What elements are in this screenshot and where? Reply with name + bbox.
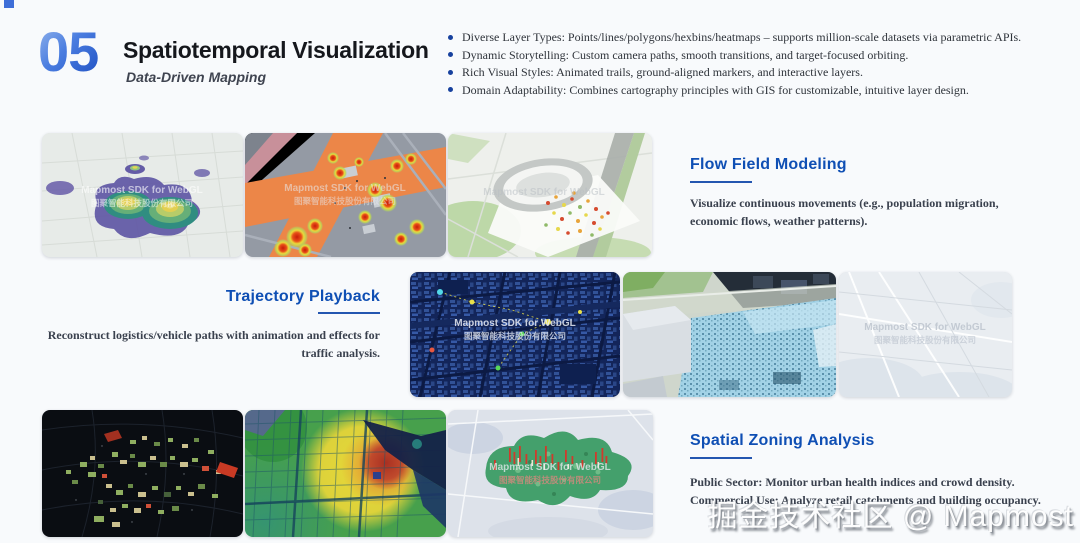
sdk-watermark-cn-text: 图聚智能科技股份有限公司 bbox=[294, 196, 396, 206]
section-heading: Flow Field Modeling bbox=[690, 156, 847, 173]
bullet-dot-icon bbox=[448, 87, 453, 92]
section-body-line: Reconstruct logistics/vehicle paths with… bbox=[47, 328, 380, 342]
row2-thumbnails: Mapmost SDK for WebGL 图聚智能科技股份有限公司 bbox=[410, 272, 1012, 397]
community-watermark: 掘金技术社区 @ Mapmost bbox=[707, 500, 1074, 533]
thumb-plaza-heatmap: Mapmost SDK for WebGL 图聚智能科技股份有限公司 bbox=[245, 133, 446, 257]
heading-underline bbox=[690, 181, 752, 183]
page-subtitle: Data-Driven Mapping bbox=[126, 69, 267, 85]
sdk-watermark-text: Mapmost SDK for WebGL bbox=[864, 322, 985, 333]
bullet-text: Domain Adaptability: Combines cartograph… bbox=[462, 82, 969, 97]
bullet-item: Dynamic Storytelling: Custom camera path… bbox=[448, 48, 1021, 66]
thumb-crowd-simulation bbox=[623, 272, 836, 397]
thumb-night-trajectory-map: Mapmost SDK for WebGL 图聚智能科技股份有限公司 bbox=[410, 272, 620, 397]
bullet-item: Domain Adaptability: Combines cartograph… bbox=[448, 83, 1021, 101]
sdk-watermark-cn-text: 图聚智能科技股份有限公司 bbox=[91, 198, 193, 208]
sdk-watermark-cn-text: 图聚智能科技股份有限公司 bbox=[464, 331, 566, 341]
section-body-line: Visualize continuous movements (e.g., po… bbox=[690, 196, 999, 210]
thumb-light-basemap: Mapmost SDK for WebGL 图聚智能科技股份有限公司 bbox=[839, 272, 1012, 397]
section-flow-field: Flow Field Modeling Visualize continuous… bbox=[690, 156, 1070, 230]
bullet-item: Diverse Layer Types: Points/lines/polygo… bbox=[448, 30, 1021, 48]
section-body-line: Public Sector: Monitor urban health indi… bbox=[690, 475, 1015, 489]
section-heading: Spatial Zoning Analysis bbox=[690, 432, 875, 449]
sdk-watermark-cn-text: 图聚智能科技股份有限公司 bbox=[874, 335, 976, 345]
bullet-text: Diverse Layer Types: Points/lines/polygo… bbox=[462, 30, 1022, 44]
heading-underline bbox=[318, 312, 380, 314]
row1-thumbnails: Mapmost SDK for WebGL 图聚智能科技股份有限公司 bbox=[42, 133, 652, 257]
sdk-watermark-text: Mapmost SDK for WebGL bbox=[489, 462, 610, 473]
thumb-contour-heatmap: Mapmost SDK for WebGL 图聚智能科技股份有限公司 bbox=[42, 133, 243, 257]
thumb-thermal-choropleth bbox=[245, 410, 446, 537]
section-spatial-zoning: Spatial Zoning Analysis Public Sector: M… bbox=[690, 432, 1072, 509]
bullet-dot-icon bbox=[448, 52, 453, 57]
sdk-watermark-text: Mapmost SDK for WebGL bbox=[454, 318, 575, 329]
thumb-dark-zoning-blocks bbox=[42, 410, 243, 537]
sdk-watermark-cn-text: 图聚智能科技股份有限公司 bbox=[499, 475, 601, 485]
section-body-line: Commercial Use: Analyze retail catchment… bbox=[690, 493, 1041, 507]
section-heading: Trajectory Playback bbox=[225, 288, 380, 305]
sdk-watermark-text: Mapmost SDK for WebGL bbox=[81, 185, 202, 196]
corner-accent bbox=[4, 0, 14, 8]
bullet-dot-icon bbox=[448, 69, 453, 75]
section-body-line: traffic analysis. bbox=[301, 345, 380, 360]
section-number: 05 bbox=[38, 20, 99, 83]
bullet-dot-icon bbox=[448, 34, 453, 40]
section-trajectory: Trajectory Playback Reconstruct logistic… bbox=[28, 288, 380, 362]
thumb-green-spike-map: Mapmost SDK for WebGL 图聚智能科技股份有限公司 bbox=[448, 410, 653, 537]
sdk-watermark-text: Mapmost SDK for WebGL bbox=[483, 187, 604, 198]
bullet-text: Rich Visual Styles: Animated trails, gro… bbox=[462, 65, 863, 79]
thumb-stadium-points: Mapmost SDK for WebGL bbox=[448, 133, 652, 257]
bullet-text: Dynamic Storytelling: Custom camera path… bbox=[462, 47, 909, 62]
sdk-watermark-text: Mapmost SDK for WebGL bbox=[284, 183, 405, 194]
feature-bullet-list: Diverse Layer Types: Points/lines/polygo… bbox=[448, 30, 1021, 100]
row3-thumbnails: Mapmost SDK for WebGL 图聚智能科技股份有限公司 bbox=[42, 410, 653, 537]
section-body-line: economic flows, weather patterns). bbox=[690, 213, 868, 228]
bullet-item: Rich Visual Styles: Animated trails, gro… bbox=[448, 65, 1021, 83]
page-title: Spatiotemporal Visualization bbox=[123, 37, 429, 63]
heading-underline bbox=[690, 457, 752, 459]
